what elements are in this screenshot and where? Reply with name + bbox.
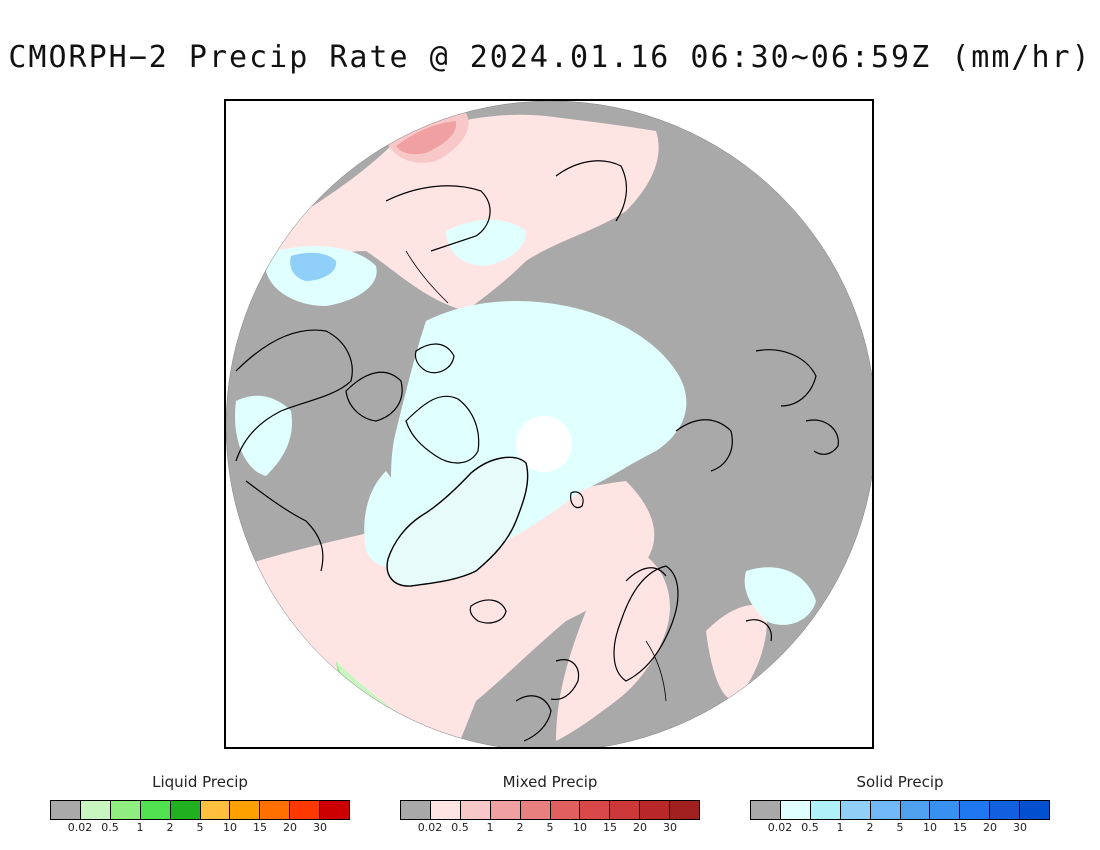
legend-swatch [140,801,171,819]
legend-swatch [670,801,700,819]
legend-swatch [230,801,261,819]
legend-swatch [170,801,201,819]
mixed-precip-region [256,114,659,311]
legend-tick-labels: 0.02 0.5 1 2 5 10 15 20 30 [750,820,1050,834]
legend-tick-label: 1 [486,821,494,834]
legend-tick-label: 2 [516,821,524,834]
legend-tick-label: 15 [253,821,267,834]
legend-swatch [401,801,431,819]
legend-swatch [460,801,491,819]
legend-tick-label: 0.02 [767,821,793,834]
legend-tick-label: 0.02 [417,821,443,834]
legend-tick-label: 5 [896,821,904,834]
legend-tick-label: 20 [633,821,647,834]
legend-tick-label: 20 [283,821,297,834]
pole-no-data [516,416,572,472]
legend-mixed-precip: Mixed Precip 0.02 0.5 1 2 5 10 15 20 30 [400,772,700,834]
legend-tick-label: 2 [166,821,174,834]
legend-tick-label: 15 [953,821,967,834]
legend-swatch [780,801,811,819]
legend-swatch [80,801,111,819]
legend-swatch [110,801,141,819]
legend-swatch [810,801,841,819]
legend-tick-label: 0.5 [101,821,119,834]
legend-swatch [320,801,350,819]
legend-tick-label: 30 [313,821,327,834]
solid-precip-region [290,252,337,281]
legend-swatch [430,801,461,819]
legend-title: Solid Precip [856,773,944,791]
legend-tick-label: 5 [546,821,554,834]
legend-tick-labels: 0.02 0.5 1 2 5 10 15 20 30 [50,820,350,834]
polar-map-svg [226,101,872,747]
legend-tick-label: 30 [1013,821,1027,834]
legend-swatch [550,801,581,819]
legend-tick-label: 0.02 [67,821,93,834]
solid-precip-region [744,567,816,625]
legend-liquid-precip: Liquid Precip 0.02 0.5 1 2 5 10 15 20 30 [50,772,350,834]
legend-swatch [930,801,961,819]
legend-tick-label: 1 [836,821,844,834]
legend-swatch [751,801,781,819]
legend-swatch [51,801,81,819]
greenland-landmass [386,456,529,587]
solid-precip-region [446,219,526,266]
legend-tick-label: 10 [573,821,587,834]
legend-solid-precip: Solid Precip 0.02 0.5 1 2 5 10 15 20 30 [750,772,1050,834]
legend-tick-label: 30 [663,821,677,834]
legend-tick-label: 15 [603,821,617,834]
precip-field [226,101,872,747]
legend-color-bar [750,800,1050,820]
legend-title: Mixed Precip [502,773,598,791]
legend-swatch [610,801,641,819]
chart-title: CMORPH−2 Precip Rate @ 2024.01.16 06:30~… [8,40,1092,75]
legend-swatch [260,801,291,819]
polar-map [224,99,874,749]
mixed-precip-region [706,604,767,701]
mixed-precip-region [396,121,457,155]
legend-swatch [200,801,231,819]
legend-swatch [580,801,611,819]
legend-tick-label: 0.5 [451,821,469,834]
legend-tick-label: 2 [866,821,874,834]
borders [405,250,667,702]
legend-swatch [840,801,871,819]
legend-swatch [900,801,931,819]
legend-swatch [490,801,521,819]
legend-title: Liquid Precip [152,773,248,791]
legend-tick-labels: 0.02 0.5 1 2 5 10 15 20 30 [400,820,700,834]
legend-color-bar [50,800,350,820]
legend-tick-label: 1 [136,821,144,834]
solid-precip-region [235,395,292,476]
legend-color-bar [400,800,700,820]
legend-tick-label: 5 [196,821,204,834]
legend-swatch [990,801,1021,819]
legend-swatch [640,801,671,819]
mixed-precip-region [556,556,670,741]
legend-swatch [1020,801,1050,819]
legend-tick-label: 10 [223,821,237,834]
legend-tick-label: 0.5 [801,821,819,834]
legend-tick-label: 10 [923,821,937,834]
legend-swatch [290,801,321,819]
legend-swatch [870,801,901,819]
coastlines [235,160,839,742]
legend-swatch [520,801,551,819]
legend-swatch [960,801,991,819]
legend-tick-label: 20 [983,821,997,834]
